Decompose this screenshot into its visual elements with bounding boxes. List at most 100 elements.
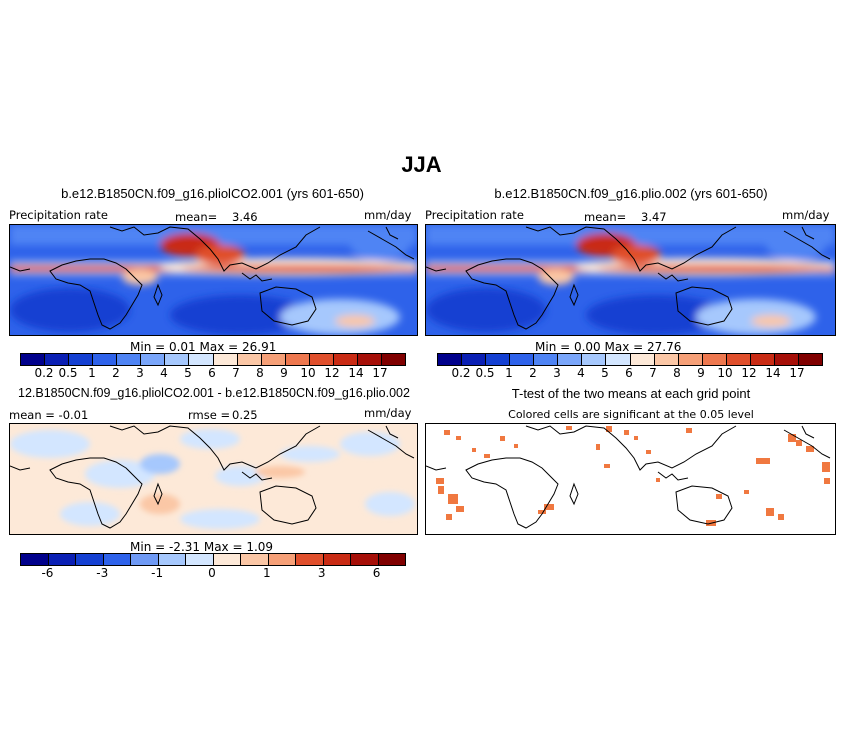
panel1-colorbar [20,353,406,366]
colorbar-label: 5 [601,366,609,380]
colorbar-swatch [774,354,799,365]
colorbar-swatch [48,554,76,565]
panel1-colorbar-labels: 0.2 0.5 1 2 3 4 5 6 7 8 9 10 12 14 17 [20,366,404,382]
panel2-mean-value: 3.47 [641,210,667,224]
colorbar-swatch [186,554,214,565]
panel1-left-label: Precipitation rate [9,208,108,222]
panel3-title: 12.B1850CN.f09_g16.pliolCO2.001 - b.e12.… [18,386,410,400]
colorbar-swatch [438,354,463,365]
panel2-title: b.e12.B1850CN.f09_g16.plio.002 (yrs 601-… [494,186,768,201]
colorbar-label: 0.5 [58,366,78,380]
panel1-mean-label: mean= [175,210,218,224]
panel4-map [425,423,836,535]
panel3-map [9,423,418,535]
colorbar-label: -6 [41,566,54,580]
colorbar-swatch [381,354,405,365]
colorbar-label: 17 [789,366,805,380]
colorbar-label: 3 [317,566,326,580]
colorbar-label: 1 [88,366,96,380]
colorbar-label: 9 [697,366,705,380]
panel4-title: T-test of the two means at each grid poi… [511,386,751,401]
panel2-left-label: Precipitation rate [425,208,524,222]
colorbar-swatch [333,354,358,365]
colorbar-swatch [726,354,751,365]
colorbar-label: 0.2 [34,366,54,380]
colorbar-swatch [462,354,487,365]
colorbar-swatch [21,354,46,365]
colorbar-label: 0.2 [451,366,471,380]
colorbar-swatch [141,354,166,365]
colorbar-swatch [357,354,382,365]
colorbar-label: 8 [673,366,681,380]
colorbar-swatch [213,554,241,565]
panel3-rmse-label: rmse = [188,408,231,422]
colorbar-swatch [158,554,186,565]
colorbar-label: 7 [649,366,657,380]
colorbar-swatch [261,354,286,365]
colorbar-swatch [285,354,310,365]
colorbar-label: 6 [208,366,216,380]
colorbar-swatch [76,554,104,565]
colorbar-label: 5 [184,366,192,380]
colorbar-swatch [510,354,535,365]
colorbar-label: 3 [136,366,144,380]
panel3-min-max: Min = -2.31 Max = 1.09 [130,540,274,554]
colorbar-swatch [213,354,238,365]
colorbar-swatch [268,554,296,565]
colorbar-swatch [323,554,351,565]
colorbar-swatch [237,354,262,365]
panel1-units: mm/day [364,208,412,222]
panel2-min-max: Min = 0.00 Max = 27.76 [535,340,682,354]
colorbar-label: 14 [348,366,364,380]
panel2-colorbar [437,353,823,366]
colorbar-swatch [654,354,679,365]
colorbar-label: 7 [232,366,240,380]
colorbar-swatch [45,354,70,365]
colorbar-swatch [534,354,559,365]
colorbar-label: 8 [256,366,264,380]
colorbar-swatch [630,354,655,365]
colorbar-label: 14 [765,366,781,380]
colorbar-label: 9 [280,366,288,380]
colorbar-swatch [582,354,607,365]
colorbar-label: 4 [160,366,168,380]
colorbar-label: 2 [112,366,120,380]
colorbar-swatch [21,554,49,565]
colorbar-label: 3 [553,366,561,380]
colorbar-swatch [558,354,583,365]
colorbar-swatch [93,354,118,365]
colorbar-label: 6 [372,566,381,580]
colorbar-swatch [117,354,142,365]
colorbar-swatch [606,354,631,365]
panel4-subtitle: Colored cells are significant at the 0.0… [508,408,754,421]
colorbar-swatch [296,554,324,565]
colorbar-swatch [678,354,703,365]
panel3-units: mm/day [364,406,412,420]
colorbar-swatch [189,354,214,365]
colorbar-swatch [241,554,269,565]
colorbar-swatch [486,354,511,365]
panel1-mean-value: 3.46 [232,210,258,224]
colorbar-label: 10 [717,366,733,380]
figure-title: JJA [401,152,442,177]
colorbar-swatch [351,554,379,565]
colorbar-swatch [309,354,334,365]
colorbar-swatch [131,554,159,565]
colorbar-label: 0.5 [475,366,495,380]
panel1-title: b.e12.B1850CN.f09_g16.pliolCO2.001 (yrs … [61,186,364,201]
colorbar-label: -3 [96,566,109,580]
colorbar-label: 0 [208,566,216,580]
colorbar-label: 1 [505,366,513,380]
colorbar-label: 2 [529,366,537,380]
colorbar-label: 4 [577,366,585,380]
colorbar-swatch [798,354,822,365]
panel3-rmse-value: 0.25 [232,408,258,422]
panel1-min-max: Min = 0.01 Max = 26.91 [130,340,277,354]
panel3-mean: mean = -0.01 [9,408,89,422]
colorbar-swatch [702,354,727,365]
colorbar-swatch [750,354,775,365]
colorbar-label: 10 [300,366,316,380]
colorbar-swatch [165,354,190,365]
colorbar-label: 1 [263,566,271,580]
panel1-map [9,224,418,336]
